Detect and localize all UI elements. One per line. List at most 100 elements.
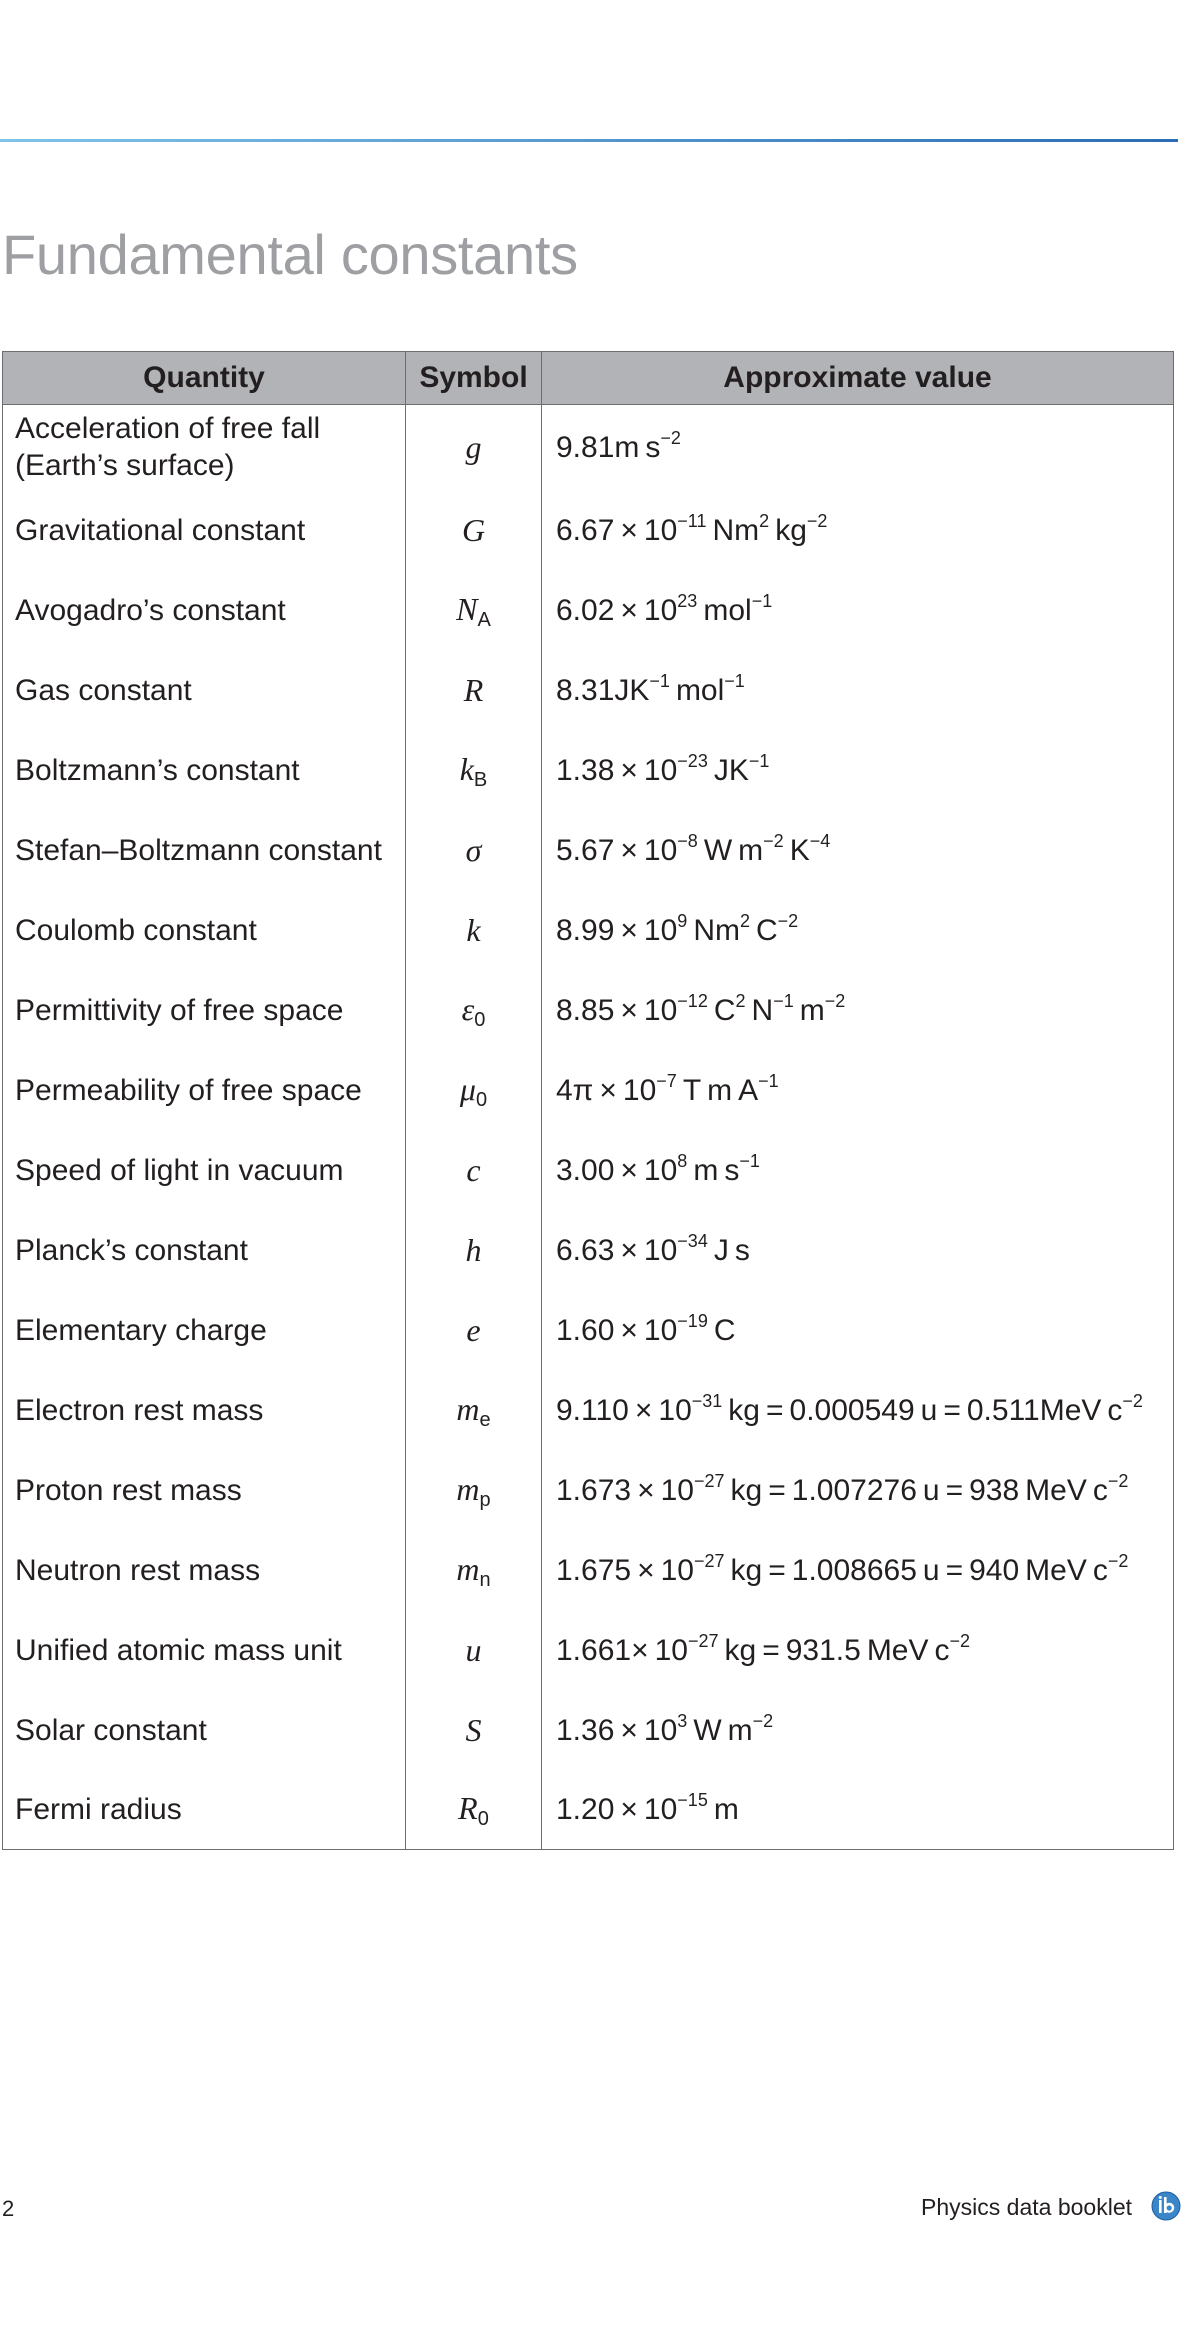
- symbol-subscript: 0: [475, 1088, 488, 1111]
- quantity-text: Boltzmann’s constant: [15, 753, 300, 787]
- value-text: 6.02 × 10: [556, 593, 678, 627]
- value-cell: 9.81m s−2: [541, 404, 1174, 491]
- value-exponent: −1: [649, 670, 670, 691]
- quantity-cell: Fermi radius: [2, 1771, 406, 1850]
- symbol-cell: G: [405, 491, 542, 571]
- symbol-text: R: [463, 672, 484, 709]
- value-cell: 9.110 × 10−31 kg = 0.000549 u = 0.511MeV…: [541, 1371, 1174, 1451]
- value-text: 1.661× 10: [556, 1633, 688, 1667]
- value-cell: 8.85 × 10−12 C2 N−1 m−2: [541, 971, 1174, 1051]
- value-exponent: −1: [748, 750, 770, 771]
- quantity-cell: Proton rest mass: [2, 1451, 406, 1531]
- value-cell: 1.60 × 10−19 C: [541, 1291, 1174, 1371]
- header-quantity: Quantity: [2, 351, 406, 405]
- symbol-text: e: [466, 1312, 481, 1349]
- value-text: 8.85 × 10: [556, 993, 678, 1027]
- value-cell: 1.673 × 10−27 kg = 1.007276 u = 938 MeV …: [541, 1451, 1174, 1531]
- quantity-cell: Planck’s constant: [2, 1211, 406, 1291]
- value-text: W m: [697, 833, 764, 867]
- table-row: Elementary charge e 1.60 × 10−19 C: [2, 1291, 1174, 1371]
- symbol-cell: kB: [405, 731, 542, 811]
- value-exponent: −27: [693, 1550, 725, 1571]
- value-text: JK: [707, 753, 749, 787]
- table-row: Unified atomic mass unit u 1.661× 10−27 kg…: [2, 1611, 1174, 1691]
- quantity-cell: Avogadro’s constant: [2, 571, 406, 651]
- symbol-text: k: [466, 912, 481, 949]
- value-text: 8.31JK: [556, 673, 650, 707]
- value-text: 1.36 × 10: [556, 1713, 678, 1747]
- symbol-cell: h: [405, 1211, 542, 1291]
- value-exponent: 3: [677, 1710, 688, 1731]
- symbol-cell: ε0: [405, 971, 542, 1051]
- table-row: Fermi radius R0 1.20 × 10−15 m: [2, 1771, 1174, 1850]
- table-row: Planck’s constant h 6.63 × 10−34 J s: [2, 1211, 1174, 1291]
- value-text: m: [793, 993, 825, 1027]
- value-text: T m A: [676, 1073, 759, 1107]
- quantity-cell: Stefan–Boltzmann constant: [2, 811, 406, 891]
- value-exponent: 2: [759, 510, 770, 531]
- symbol-text: μ: [459, 1070, 476, 1107]
- value-exponent: −23: [677, 750, 708, 771]
- value-exponent: −1: [739, 1150, 760, 1171]
- value-text: m s: [687, 1153, 740, 1187]
- value-text: 3.00 × 10: [556, 1153, 678, 1187]
- value-exponent: −2: [1107, 1470, 1129, 1491]
- constants-table: Quantity Symbol Approximate value Accele…: [2, 351, 1174, 1850]
- symbol-text: σ: [465, 832, 482, 869]
- table-row: Solar constant S 1.36 × 103 W m−2: [2, 1691, 1174, 1771]
- quantity-text: Gravitational constant: [15, 513, 306, 547]
- value-text: kg = 931.5 MeV c: [718, 1633, 950, 1667]
- value-text: K: [783, 833, 810, 867]
- symbol-cell: g: [405, 404, 542, 491]
- symbol-text: N: [456, 590, 478, 627]
- symbol-text: m: [456, 1470, 480, 1507]
- value-exponent: −4: [809, 830, 831, 851]
- booklet-title: Physics data booklet: [921, 2194, 1132, 2220]
- value-cell: 3.00 × 108 m s−1: [541, 1131, 1174, 1211]
- value-text: Nm: [706, 513, 760, 547]
- quantity-cell: Coulomb constant: [2, 891, 406, 971]
- value-text: 1.673 × 10: [556, 1473, 694, 1507]
- symbol-cell: k: [405, 891, 542, 971]
- symbol-subscript: 0: [477, 1807, 489, 1830]
- symbol-subscript: n: [479, 1568, 491, 1591]
- value-exponent: −11: [677, 510, 707, 531]
- symbol-cell: R0: [405, 1771, 542, 1850]
- value-exponent: 23: [677, 590, 698, 611]
- value-exponent: −2: [763, 830, 784, 851]
- value-exponent: −34: [677, 1230, 708, 1251]
- table-row: Boltzmann’s constant kB 1.38 × 10−23 JK−1: [2, 731, 1174, 811]
- value-text: 4π × 10: [556, 1073, 657, 1107]
- value-cell: 1.20 × 10−15 m: [541, 1771, 1174, 1850]
- value-exponent: −2: [806, 510, 828, 531]
- value-exponent: −27: [693, 1470, 725, 1491]
- value-exponent: −2: [824, 990, 846, 1011]
- value-text: 9.110 × 10: [556, 1393, 692, 1427]
- value-exponent: 8: [677, 1150, 688, 1171]
- value-text: 6.63 × 10: [556, 1233, 678, 1267]
- table-row: Permeability of free space μ0 4π × 10−7 T …: [2, 1051, 1174, 1131]
- value-text: mol: [669, 673, 725, 707]
- table-header-row: Quantity Symbol Approximate value: [2, 351, 1174, 405]
- symbol-text: m: [456, 1550, 480, 1587]
- quantity-text: Solar constant: [15, 1713, 207, 1747]
- quantity-cell: Permeability of free space: [2, 1051, 406, 1131]
- value-text: 8.99 × 10: [556, 913, 678, 947]
- value-cell: 6.02 × 1023 mol−1: [541, 571, 1174, 651]
- symbol-cell: c: [405, 1131, 542, 1211]
- symbol-cell: mn: [405, 1531, 542, 1611]
- value-text: kg = 0.000549 u = 0.511MeV c: [722, 1393, 1123, 1427]
- value-cell: 1.36 × 103 W m−2: [541, 1691, 1174, 1771]
- quantity-text: Elementary charge: [15, 1313, 267, 1347]
- value-cell: 1.675 × 10−27 kg = 1.008665 u = 940 MeV …: [541, 1531, 1174, 1611]
- value-text: 1.60 × 10: [556, 1313, 678, 1347]
- table-row: Permittivity of free space ε0 8.85 × 10−12…: [2, 971, 1174, 1051]
- value-exponent: −15: [677, 1789, 708, 1810]
- value-exponent: −27: [687, 1630, 719, 1651]
- symbol-cell: σ: [405, 811, 542, 891]
- quantity-text: Planck’s constant: [15, 1233, 248, 1267]
- quantity-cell: Acceleration of free fall (Earth’s surfac…: [2, 404, 406, 491]
- symbol-text: c: [466, 1152, 481, 1189]
- value-text: J s: [707, 1233, 750, 1267]
- value-exponent: −7: [656, 1070, 677, 1091]
